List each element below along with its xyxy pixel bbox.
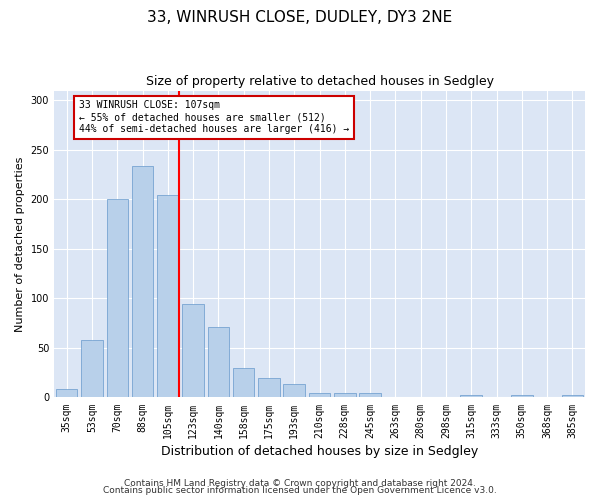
Bar: [107, 200, 128, 398]
Y-axis label: Number of detached properties: Number of detached properties: [15, 156, 25, 332]
Title: Size of property relative to detached houses in Sedgley: Size of property relative to detached ho…: [146, 75, 494, 88]
Bar: [511, 396, 533, 398]
Bar: [309, 394, 330, 398]
X-axis label: Distribution of detached houses by size in Sedgley: Distribution of detached houses by size …: [161, 444, 478, 458]
Bar: [334, 394, 356, 398]
Bar: [81, 340, 103, 398]
Text: Contains public sector information licensed under the Open Government Licence v3: Contains public sector information licen…: [103, 486, 497, 495]
Bar: [258, 378, 280, 398]
Bar: [182, 304, 204, 398]
Text: 33 WINRUSH CLOSE: 107sqm
← 55% of detached houses are smaller (512)
44% of semi-: 33 WINRUSH CLOSE: 107sqm ← 55% of detach…: [79, 100, 350, 134]
Bar: [56, 388, 77, 398]
Bar: [132, 166, 153, 398]
Bar: [283, 384, 305, 398]
Bar: [460, 396, 482, 398]
Bar: [359, 394, 381, 398]
Bar: [208, 327, 229, 398]
Bar: [233, 368, 254, 398]
Text: 33, WINRUSH CLOSE, DUDLEY, DY3 2NE: 33, WINRUSH CLOSE, DUDLEY, DY3 2NE: [148, 10, 452, 25]
Text: Contains HM Land Registry data © Crown copyright and database right 2024.: Contains HM Land Registry data © Crown c…: [124, 478, 476, 488]
Bar: [157, 196, 179, 398]
Bar: [562, 396, 583, 398]
